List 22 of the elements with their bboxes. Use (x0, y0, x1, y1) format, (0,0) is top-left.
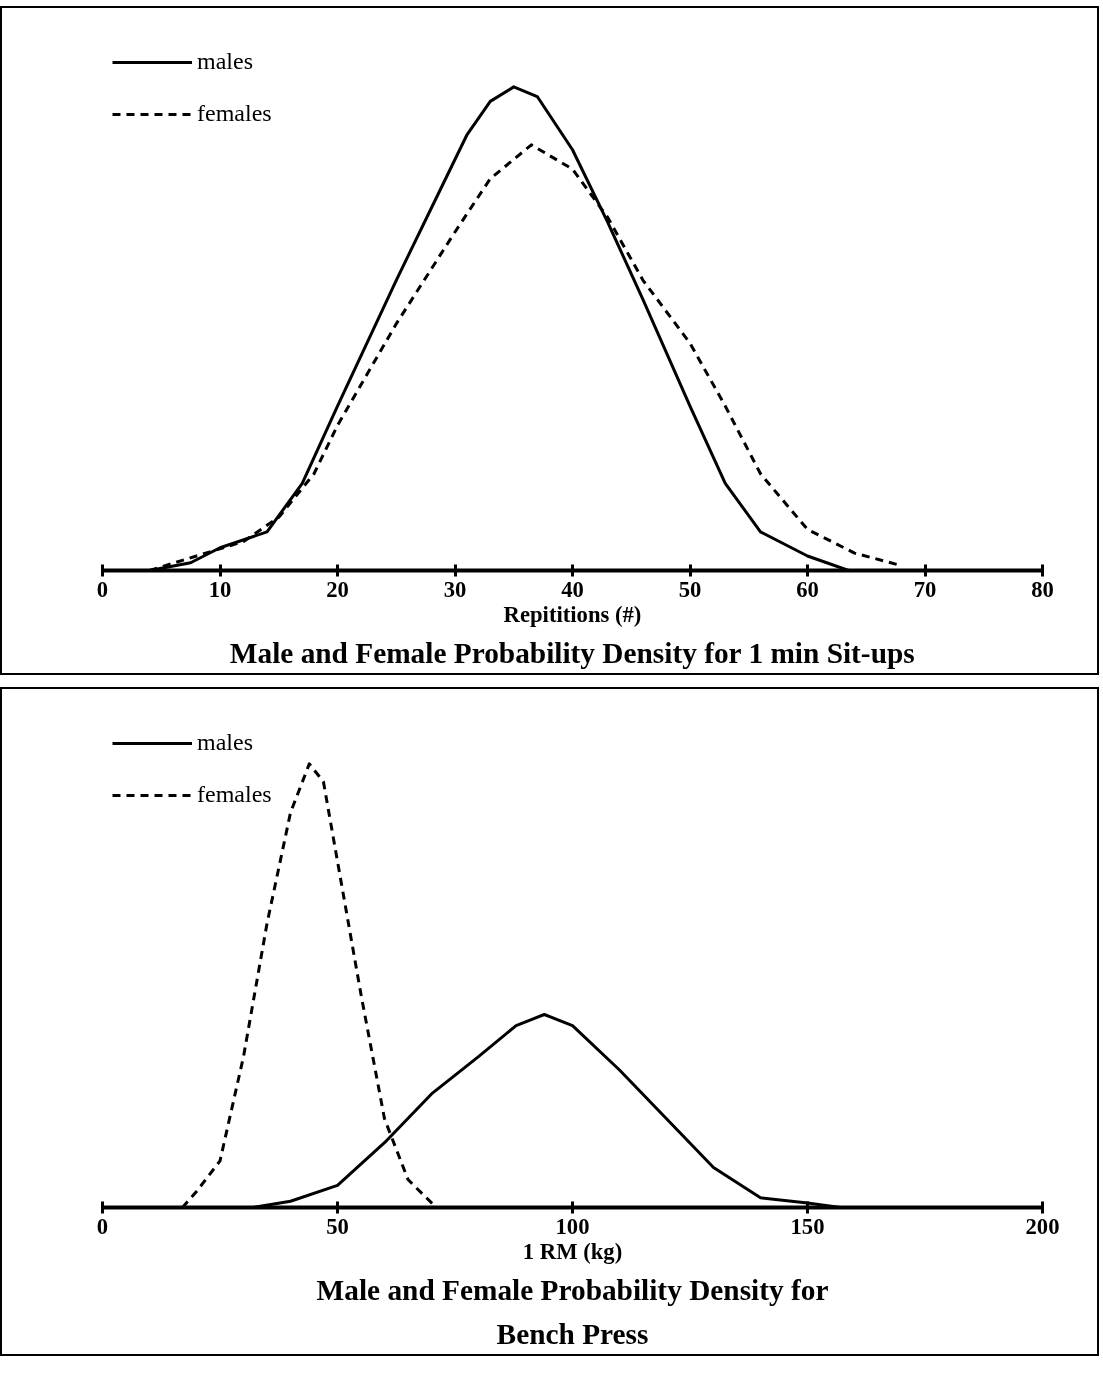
legend-label: males (197, 729, 253, 756)
x-axis-title: Repititions (#) (503, 601, 642, 627)
x-tick-label: 20 (326, 576, 349, 602)
x-tick-label: 60 (796, 576, 819, 602)
text: Male and Female Probability Density for 1 min Sit-ups (229, 636, 915, 669)
x-tick-label: 40 (561, 576, 584, 602)
x-tick-label: 50 (326, 1213, 349, 1239)
x-tick-label: 0 (96, 1213, 109, 1239)
x-tick-label: 100 (555, 1213, 590, 1239)
legend-label: females (197, 781, 272, 808)
x-tick-label: 150 (790, 1213, 825, 1239)
x-tick-label: 10 (208, 576, 232, 602)
legend-label: females (197, 100, 272, 127)
x-axis-title: 1 RM (kg) (522, 1238, 623, 1264)
x-tick-label: 30 (443, 576, 467, 602)
x-tick-label: 80 (1031, 576, 1054, 602)
legend-label: males (197, 48, 253, 75)
text: Male and Female Probability Density for Bench Press (316, 1273, 829, 1350)
x-tick-label: 200 (1025, 1213, 1060, 1239)
x-tick-label: 50 (678, 576, 702, 602)
x-tick-label: 70 (913, 576, 937, 602)
x-tick-label: 0 (96, 576, 109, 602)
